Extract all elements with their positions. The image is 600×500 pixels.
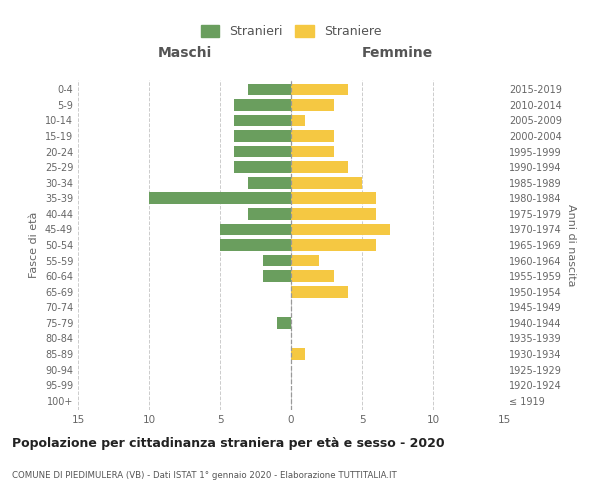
Bar	[291, 348, 305, 360]
Text: Popolazione per cittadinanza straniera per età e sesso - 2020: Popolazione per cittadinanza straniera p…	[12, 437, 445, 450]
Bar	[248, 208, 291, 220]
Y-axis label: Fasce di età: Fasce di età	[29, 212, 39, 278]
Bar	[291, 162, 348, 173]
Bar	[291, 177, 362, 188]
Y-axis label: Anni di nascita: Anni di nascita	[566, 204, 575, 286]
Bar	[220, 239, 291, 251]
Bar	[291, 114, 305, 126]
Bar	[291, 239, 376, 251]
Bar	[248, 84, 291, 95]
Bar	[291, 99, 334, 110]
Bar	[277, 317, 291, 328]
Bar	[291, 84, 348, 95]
Bar	[291, 146, 334, 158]
Legend: Stranieri, Straniere: Stranieri, Straniere	[196, 20, 386, 44]
Bar	[291, 224, 391, 235]
Bar	[220, 224, 291, 235]
Bar	[263, 254, 291, 266]
Bar	[263, 270, 291, 282]
Text: Maschi: Maschi	[157, 46, 212, 60]
Bar	[234, 130, 291, 142]
Bar	[234, 99, 291, 110]
Bar	[291, 130, 334, 142]
Bar	[291, 254, 319, 266]
Bar	[234, 162, 291, 173]
Bar	[234, 114, 291, 126]
Bar	[234, 146, 291, 158]
Bar	[291, 192, 376, 204]
Bar	[291, 208, 376, 220]
Text: COMUNE DI PIEDIMULERA (VB) - Dati ISTAT 1° gennaio 2020 - Elaborazione TUTTITALI: COMUNE DI PIEDIMULERA (VB) - Dati ISTAT …	[12, 471, 397, 480]
Text: Femmine: Femmine	[362, 46, 433, 60]
Bar	[149, 192, 291, 204]
Bar	[291, 286, 348, 298]
Bar	[248, 177, 291, 188]
Bar	[291, 270, 334, 282]
